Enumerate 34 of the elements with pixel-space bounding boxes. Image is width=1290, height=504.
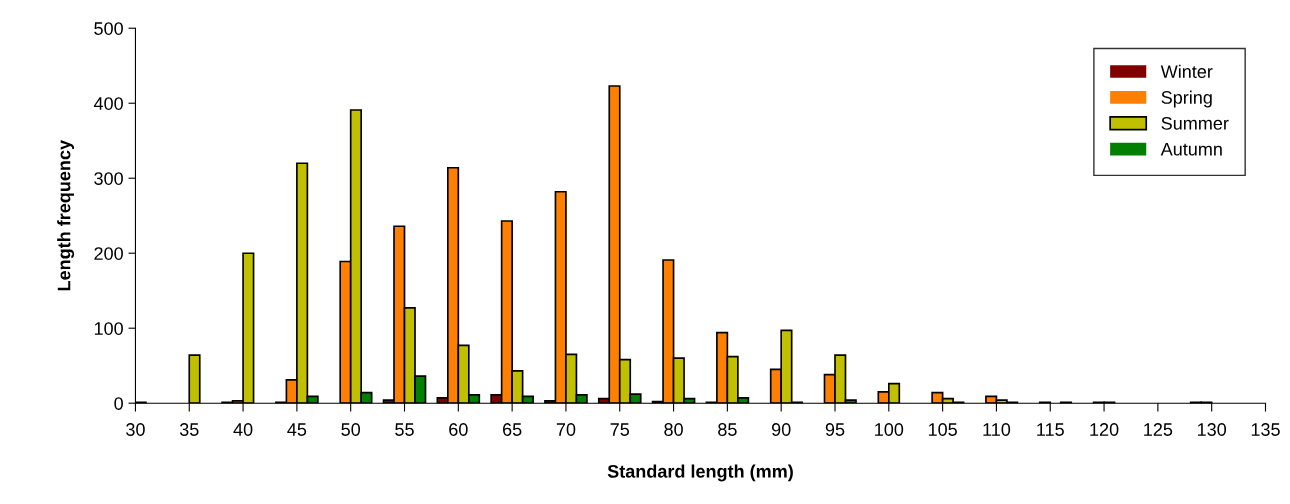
- legend-label: Autumn: [1160, 142, 1222, 156]
- x-tick-label: 30: [126, 423, 145, 436]
- x-tick-label: 120: [1090, 423, 1119, 436]
- x-tick-label: 115: [1037, 423, 1064, 436]
- x-tick-label: 40: [233, 423, 253, 436]
- x-tick-label: 130: [1197, 423, 1227, 436]
- x-tick-label: 55: [395, 423, 414, 436]
- x-tick-label: 105: [928, 423, 957, 436]
- x-tick-label: 100: [875, 423, 904, 436]
- legend-label: Summer: [1161, 116, 1229, 130]
- y-tick-label: 100: [94, 322, 123, 335]
- x-tick-label: 125: [1144, 423, 1173, 436]
- x-tick-label: 90: [771, 423, 791, 436]
- y-tick-label: 200: [94, 247, 123, 260]
- y-axis-title: Length frequency: [57, 140, 75, 291]
- x-tick-label: 45: [287, 423, 307, 436]
- x-tick-label: 95: [825, 423, 845, 436]
- x-tick-label: 60: [449, 423, 468, 436]
- x-tick-label: 80: [664, 423, 683, 436]
- y-tick-label: 0: [114, 397, 123, 410]
- x-tick-label: 50: [341, 423, 361, 436]
- x-tick-label: 35: [179, 423, 199, 436]
- x-tick-label: 85: [718, 423, 737, 436]
- y-tick-label: 500: [94, 22, 123, 35]
- x-tick-label: 70: [556, 423, 576, 436]
- legend-label: Spring: [1161, 90, 1212, 108]
- x-tick-label: 75: [610, 423, 630, 436]
- x-tick-label: 110: [983, 423, 1011, 436]
- legend-label: Winter: [1160, 64, 1213, 79]
- x-tick-label: 135: [1251, 423, 1280, 436]
- x-axis-title: Standard length (mm): [607, 464, 793, 482]
- x-tick-label: 65: [503, 423, 522, 436]
- y-tick-label: 300: [94, 172, 123, 185]
- y-tick-label: 400: [93, 97, 123, 110]
